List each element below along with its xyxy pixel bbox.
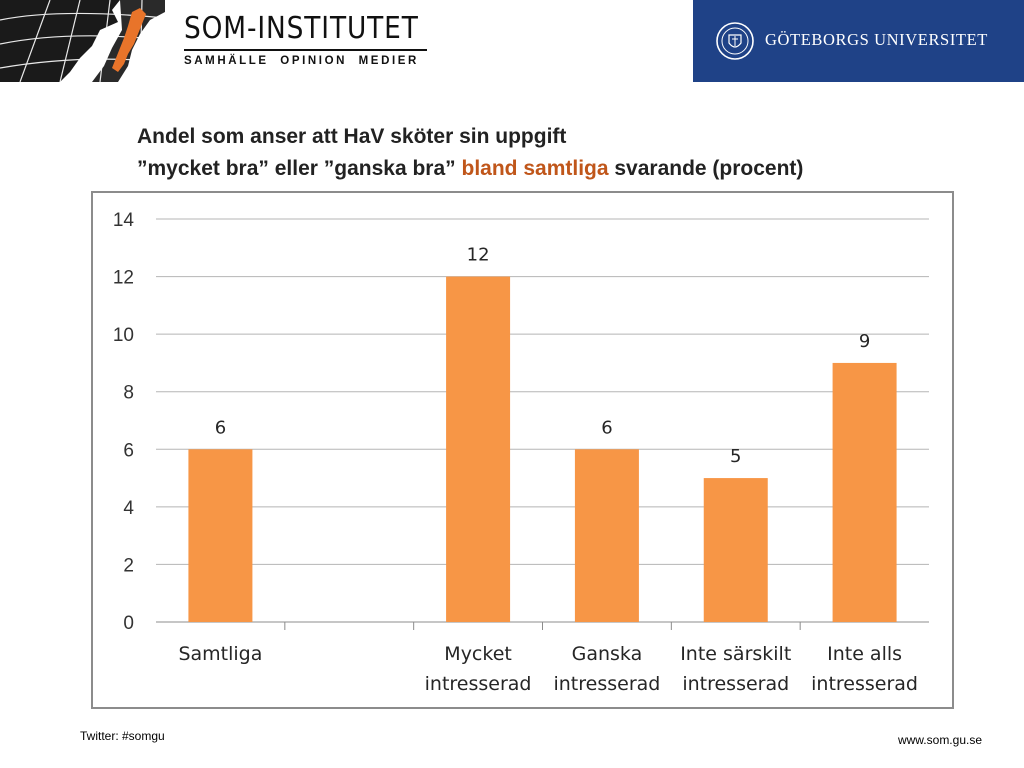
x-tick-label: Inte särskilt: [680, 643, 791, 665]
x-tick-label: intresserad: [811, 673, 918, 695]
title-line-1: Andel som anser att HaV sköter sin uppgi…: [137, 125, 567, 148]
university-seal-icon: [716, 22, 754, 60]
som-tagline: SAMHÄLLE OPINION MEDIER: [184, 55, 419, 67]
y-tick-label: 10: [113, 325, 134, 346]
bar: [703, 478, 768, 622]
y-tick-label: 6: [123, 440, 134, 461]
logo-divider: [184, 49, 427, 51]
x-tick-label: intresserad: [682, 673, 789, 695]
data-label: 6: [215, 417, 226, 438]
x-tick-label: Ganska: [572, 643, 643, 665]
twitter-hashtag: Twitter: #somgu: [80, 729, 165, 743]
bar: [188, 449, 253, 622]
title-line-2-part-1: ”mycket bra” eller ”ganska bra”: [137, 157, 462, 180]
university-name: GÖTEBORGS UNIVERSITET: [765, 30, 988, 49]
y-tick-label: 0: [123, 613, 134, 634]
chart-title: Andel som anser att HaV sköter sin uppgi…: [137, 121, 803, 185]
title-line-2: ”mycket bra” eller ”ganska bra” bland sa…: [137, 153, 803, 185]
sweden-map-logo: [0, 0, 165, 82]
bar: [574, 449, 639, 622]
data-label: 6: [601, 417, 612, 438]
website-link[interactable]: www.som.gu.se: [897, 733, 982, 747]
bar: [446, 276, 511, 622]
title-line-2-part-2: svarande (procent): [608, 157, 804, 180]
y-tick-label: 2: [123, 555, 134, 576]
x-tick-label: Inte alls: [827, 643, 902, 665]
y-tick-label: 12: [113, 268, 134, 289]
y-tick-label: 4: [123, 498, 134, 519]
som-institutet-logo: SOM-INSTITUTET SAMHÄLLE OPINION MEDIER: [184, 12, 451, 67]
x-tick-label: intresserad: [425, 673, 532, 695]
data-label: 5: [730, 446, 741, 467]
chart-frame: 0 2 4 6 8 10 12 14 6 Samtliga 12 Mycket intresserad 6…: [91, 191, 954, 709]
bar: [832, 362, 897, 622]
bar-chart: 0 2 4 6 8 10 12 14 6 Samtliga 12 Mycket intresserad 6…: [113, 210, 929, 695]
x-tick-label: intresserad: [553, 673, 660, 695]
y-tick-label: 14: [113, 210, 135, 231]
y-tick-label: 8: [123, 383, 134, 404]
x-tick-label: Samtliga: [178, 643, 262, 665]
x-tick-label: Mycket: [444, 643, 512, 665]
title-highlight: bland samtliga: [461, 157, 609, 180]
data-label: 9: [859, 331, 870, 352]
university-banner: GÖTEBORGS UNIVERSITET: [693, 0, 1024, 82]
data-label: 12: [467, 245, 490, 266]
som-institutet-name: SOM-INSTITUTET: [184, 11, 419, 46]
